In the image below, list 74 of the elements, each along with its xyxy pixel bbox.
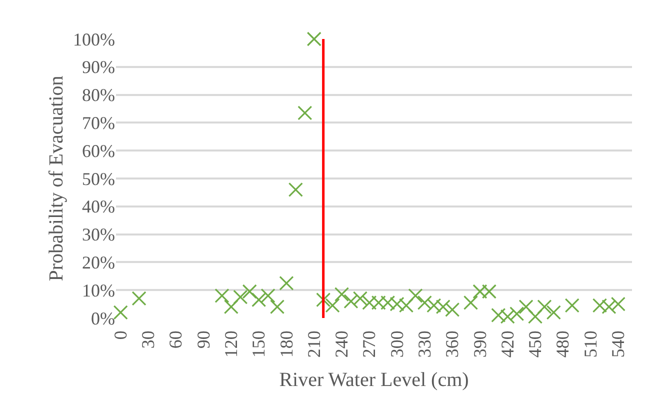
- x-tick-label: 240: [332, 330, 352, 358]
- point: [528, 309, 543, 324]
- x-tick-label: 210: [304, 330, 324, 358]
- point: [398, 298, 414, 313]
- point: [482, 284, 496, 299]
- point: [537, 300, 552, 314]
- point: [252, 292, 266, 308]
- point: [445, 302, 460, 317]
- point: [113, 305, 128, 320]
- point: [518, 300, 534, 314]
- point: [510, 306, 524, 322]
- x-tick-label: 30: [138, 330, 158, 349]
- y-tick-label: 60%: [82, 140, 115, 161]
- point: [491, 308, 506, 323]
- x-tick-label: 390: [470, 330, 490, 358]
- point: [279, 276, 294, 290]
- x-tick-label: 300: [386, 330, 407, 358]
- point: [224, 300, 238, 314]
- point: [270, 300, 285, 314]
- y-tick-label: 50%: [82, 168, 115, 189]
- x-tick-label: 0: [110, 330, 130, 340]
- x-tick-label: 450: [525, 330, 546, 358]
- point: [592, 298, 608, 313]
- x-axis-title: River Water Level (cm): [279, 369, 469, 392]
- point: [316, 292, 331, 308]
- x-tick-label: 540: [608, 330, 628, 358]
- y-tick-label: 10%: [82, 280, 115, 300]
- y-tick-label: 0%: [91, 308, 115, 328]
- point: [214, 288, 230, 303]
- point: [500, 309, 515, 324]
- point: [334, 286, 350, 302]
- x-tick-label: 150: [248, 330, 269, 358]
- point: [426, 298, 442, 313]
- point: [408, 288, 423, 303]
- x-tick-label: 480: [552, 330, 573, 358]
- point: [352, 291, 368, 306]
- y-tick-label: 100%: [73, 29, 115, 50]
- point: [390, 296, 404, 312]
- point: [472, 284, 488, 299]
- x-tick-label: 420: [497, 330, 518, 358]
- y-tick-label: 80%: [82, 85, 115, 106]
- point: [132, 291, 146, 306]
- point: [436, 300, 450, 314]
- point: [362, 295, 377, 310]
- point: [288, 182, 303, 197]
- point: [371, 295, 386, 310]
- y-tick-label: 70%: [82, 113, 115, 133]
- x-tick-label: 360: [442, 330, 462, 358]
- point: [564, 298, 580, 313]
- point: [463, 295, 478, 310]
- x-tick-label: 120: [221, 330, 242, 358]
- point: [325, 298, 340, 313]
- point: [306, 32, 322, 46]
- point: [233, 290, 248, 304]
- point: [380, 295, 396, 310]
- x-tick-label: 90: [193, 330, 214, 349]
- x-tick-label: 180: [276, 330, 296, 358]
- point: [602, 300, 616, 314]
- point: [298, 106, 312, 120]
- y-tick-label: 20%: [82, 252, 115, 272]
- y-tick-label: 90%: [82, 57, 115, 78]
- y-axis-title: Probability of Evacuation: [46, 76, 68, 282]
- point: [610, 296, 626, 312]
- x-tick-label: 60: [166, 330, 186, 349]
- point: [417, 295, 432, 310]
- x-tick-label: 510: [580, 330, 600, 358]
- x-tick-label: 270: [359, 330, 380, 358]
- point: [344, 294, 358, 309]
- point: [546, 305, 561, 320]
- y-tick-label: 30%: [82, 224, 115, 245]
- point: [242, 284, 257, 299]
- y-tick-label: 40%: [82, 196, 115, 217]
- x-tick-label: 330: [414, 330, 435, 358]
- point: [260, 288, 276, 303]
